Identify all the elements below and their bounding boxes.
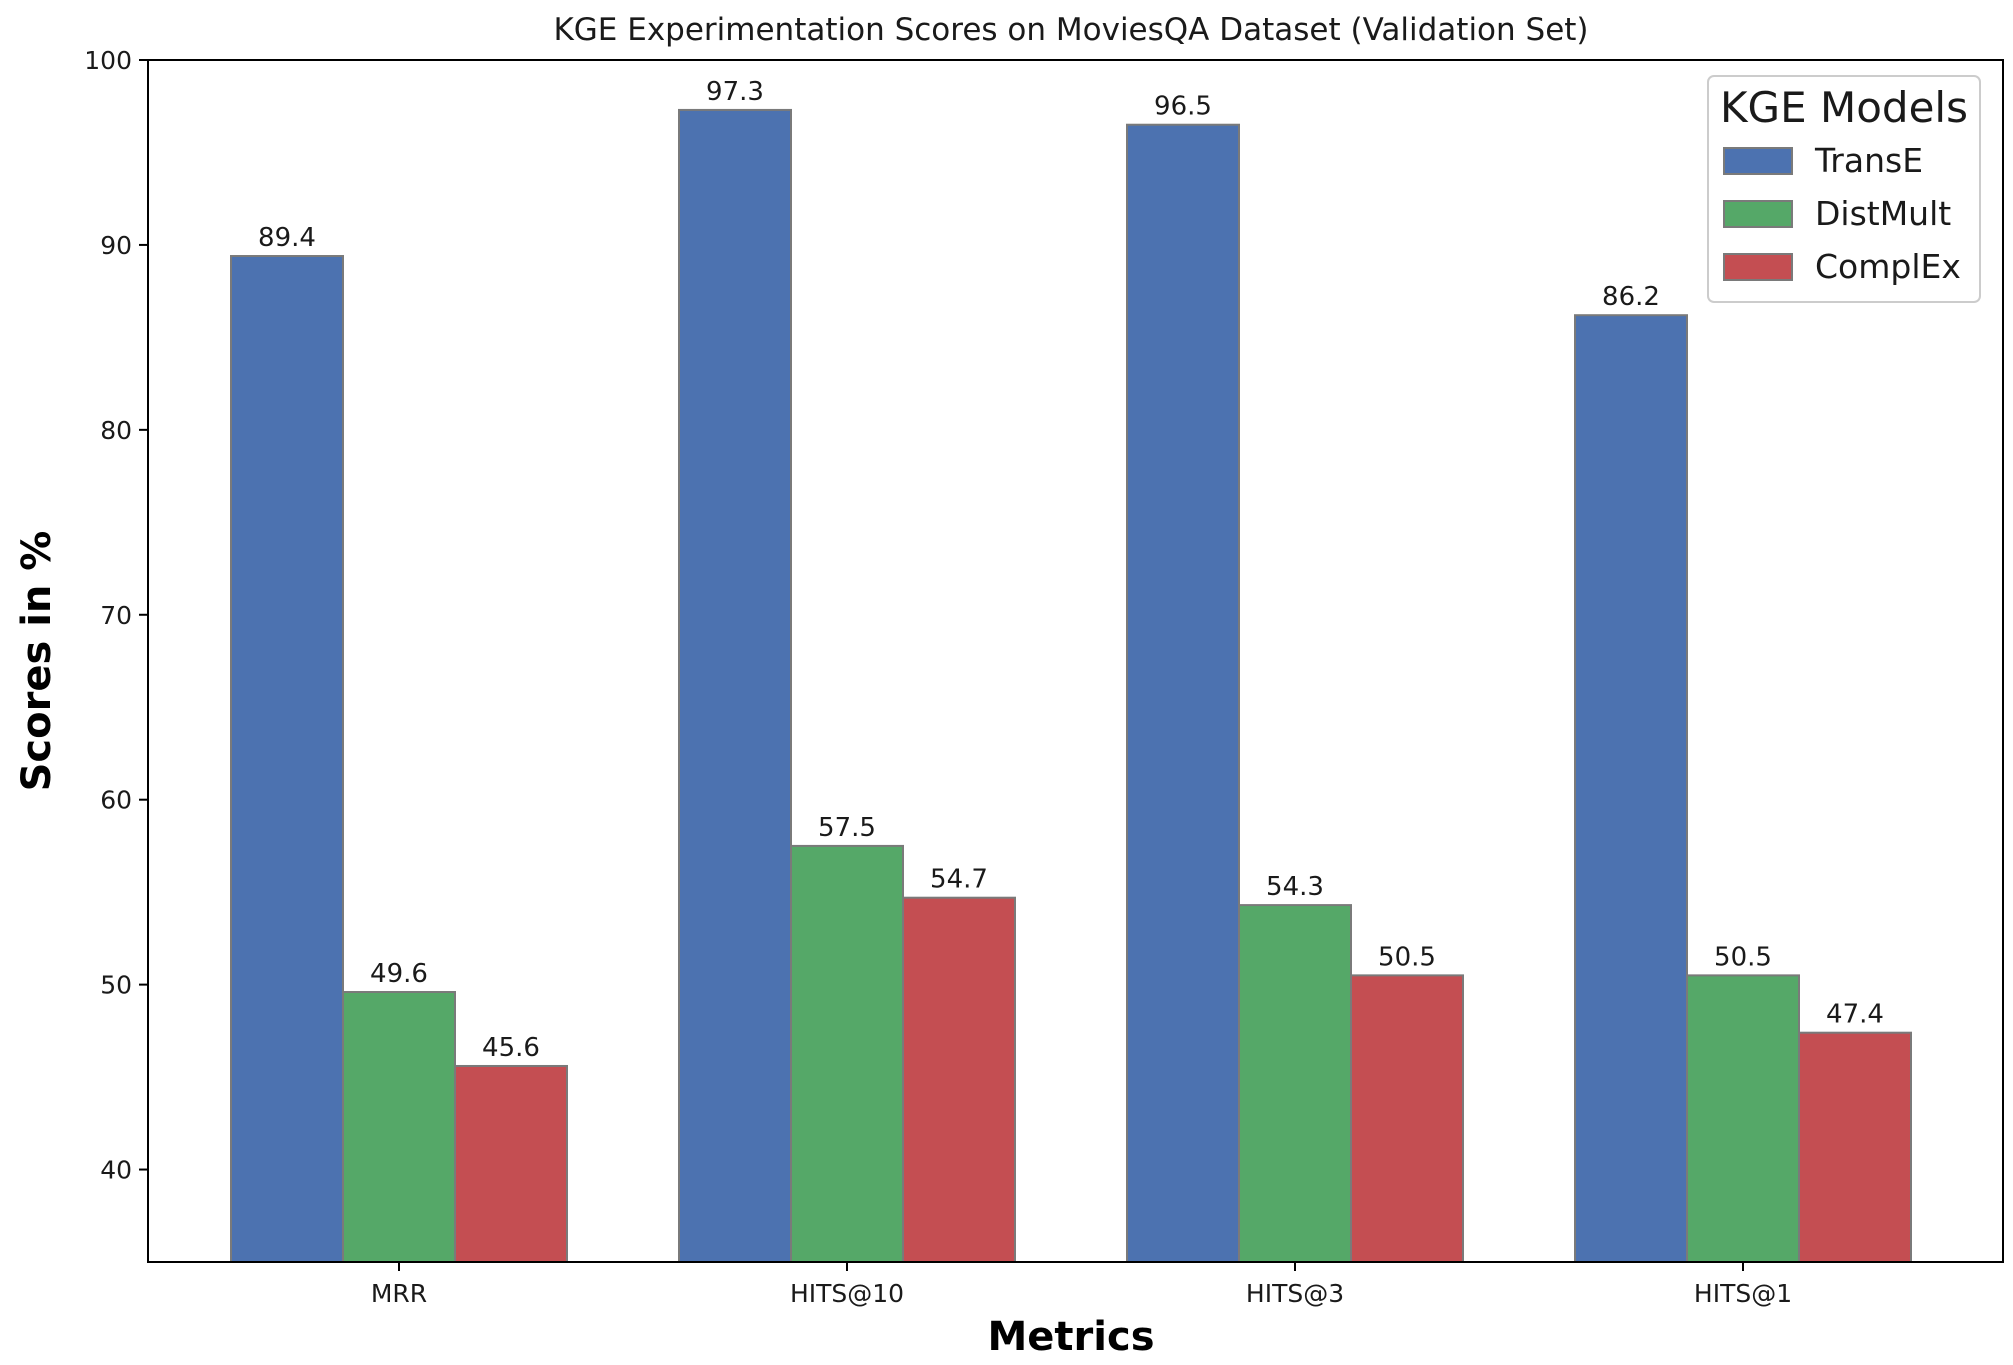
bar-value-label: 47.4 (1826, 1000, 1884, 1030)
bar-transe-mrr (230, 255, 344, 1264)
bar-value-label: 86.2 (1602, 282, 1660, 312)
chart-title: KGE Experimentation Scores on MoviesQA D… (553, 12, 1588, 48)
value-labels-group: 89.4 49.6 45.6 97.3 57.5 54.7 96.5 54.3 50.5 86.2… (258, 77, 1884, 1063)
bar-distmult-hits-at-10 (790, 844, 904, 1264)
bar-value-label: 54.3 (1266, 872, 1324, 902)
x-tick-label: MRR (371, 1279, 427, 1308)
bar-complex-hits-at-10 (902, 896, 1016, 1263)
bar-transe-hits-at-1 (1574, 314, 1688, 1263)
y-tick-label: 60 (100, 786, 132, 815)
plot-frame (147, 59, 2004, 1263)
legend-swatch-complex (1723, 253, 1793, 281)
legend-box (1707, 75, 1981, 303)
x-tick-label: HITS@3 (1246, 1279, 1344, 1308)
bar-transe-hits-at-3 (1126, 123, 1240, 1264)
legend-title: KGE Models (1720, 83, 1968, 132)
bar-value-label: 97.3 (706, 77, 764, 107)
bars-group (230, 108, 1912, 1264)
x-tick-label: HITS@1 (1694, 1279, 1792, 1308)
x-axis-ticks: MRR HITS@10 HITS@3 HITS@1 (371, 1262, 1792, 1308)
bar-value-label: 54.7 (930, 865, 988, 895)
y-axis-ticks: 40 50 60 70 80 90 100 (84, 46, 148, 1185)
bar-value-label: 96.5 (1154, 92, 1212, 122)
bar-value-label: 89.4 (258, 223, 316, 253)
y-tick-label: 90 (100, 231, 132, 260)
bar-complex-hits-at-1 (1798, 1031, 1912, 1264)
bar-transe-hits-at-10 (678, 108, 792, 1264)
legend-items: TransE DistMult ComplEx (1723, 141, 1961, 286)
x-axis-label: Metrics (987, 1314, 1154, 1360)
y-tick-label: 50 (100, 971, 132, 1000)
bar-complex-hits-at-3 (1350, 974, 1464, 1263)
bar-value-label: 45.6 (482, 1033, 540, 1063)
bar-distmult-hits-at-3 (1238, 904, 1352, 1263)
y-tick-label: 100 (84, 46, 132, 75)
bar-distmult-hits-at-1 (1686, 974, 1800, 1263)
y-tick-label: 70 (100, 601, 132, 630)
legend-label-distmult: DistMult (1815, 194, 1951, 233)
bar-complex-mrr (454, 1064, 568, 1264)
bar-value-label: 57.5 (818, 813, 876, 843)
bar-value-label: 50.5 (1714, 942, 1772, 972)
legend: KGE Models TransE DistMult ComplEx (1707, 75, 1981, 303)
legend-label-complex: ComplEx (1815, 247, 1961, 286)
x-tick-label: HITS@10 (790, 1279, 904, 1308)
legend-label-transe: TransE (1814, 141, 1923, 180)
bar-value-label: 49.6 (370, 959, 428, 989)
y-tick-label: 40 (100, 1156, 132, 1185)
bar-distmult-mrr (342, 991, 456, 1264)
y-tick-label: 80 (100, 416, 132, 445)
y-axis-label: Scores in % (14, 531, 60, 792)
legend-swatch-transe (1723, 147, 1793, 175)
bar-value-label: 50.5 (1378, 942, 1436, 972)
legend-swatch-distmult (1723, 200, 1793, 228)
